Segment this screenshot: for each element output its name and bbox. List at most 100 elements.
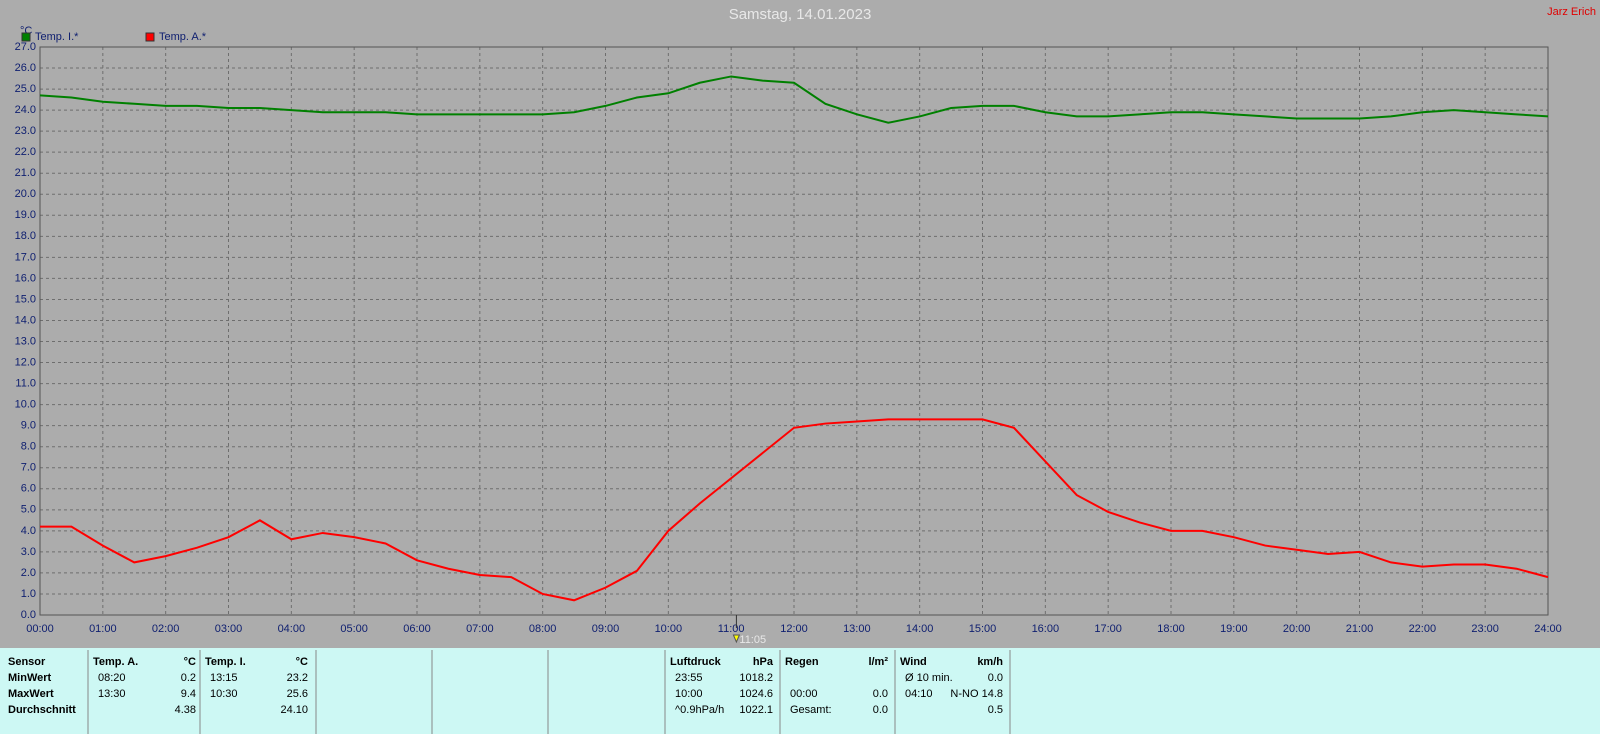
stat-time: ^0.9hPa/h: [675, 704, 724, 716]
series-line: [40, 418, 1549, 602]
x-tick-label: 05:00: [340, 623, 368, 635]
block-name: Wind: [900, 656, 927, 668]
stat-value: N-NO 14.8: [950, 688, 1003, 700]
x-tick-label: 20:00: [1283, 623, 1311, 635]
block-name: Regen: [785, 656, 819, 668]
stat-value: 4.38: [175, 704, 196, 716]
x-tick-label: 06:00: [403, 623, 431, 635]
x-tick-label: 07:00: [466, 623, 494, 635]
y-tick-label: 26.0: [15, 62, 36, 74]
y-tick-label: 24.0: [15, 104, 36, 116]
stat-value: 0.0: [988, 672, 1003, 684]
stat-value: 23.2: [287, 672, 308, 684]
stat-value: 1024.6: [739, 688, 773, 700]
stat-time: Gesamt:: [790, 704, 832, 716]
x-tick-label: 12:00: [780, 623, 808, 635]
y-tick-label: 18.0: [15, 230, 36, 242]
stat-time: 04:10: [905, 688, 933, 700]
legend-label: Temp. I.*: [35, 31, 79, 43]
y-tick-label: 25.0: [15, 83, 36, 95]
x-tick-label: 03:00: [215, 623, 243, 635]
stat-time: 13:15: [210, 672, 238, 684]
y-tick-label: 13.0: [15, 335, 36, 347]
row-label: MaxWert: [8, 688, 54, 700]
block-name: Luftdruck: [670, 656, 722, 668]
stat-value: 0.5: [988, 704, 1003, 716]
x-tick-label: 01:00: [89, 623, 117, 635]
x-tick-label: 15:00: [969, 623, 997, 635]
y-tick-label: 3.0: [21, 546, 36, 558]
stat-value: 0.0: [873, 688, 888, 700]
legend-label: Temp. A.*: [159, 31, 207, 43]
x-tick-label: 24:00: [1534, 623, 1562, 635]
row-label: Durchschnitt: [8, 704, 76, 716]
stats-header: Sensor: [8, 656, 46, 668]
y-tick-label: 20.0: [15, 188, 36, 200]
stat-time: Ø 10 min.: [905, 672, 953, 684]
y-tick-label: 4.0: [21, 525, 36, 537]
block-unit: °C: [184, 656, 196, 668]
stat-time: 10:30: [210, 688, 238, 700]
x-tick-label: 11:00: [718, 623, 745, 635]
x-tick-label: 10:00: [655, 623, 683, 635]
y-tick-label: 12.0: [15, 356, 36, 368]
legend-swatch: [145, 32, 155, 42]
chart-title: Samstag, 14.01.2023: [729, 6, 872, 23]
block-unit: l/m²: [868, 656, 888, 668]
x-tick-label: 19:00: [1220, 623, 1248, 635]
stat-time: 08:20: [98, 672, 126, 684]
y-tick-label: 1.0: [21, 588, 36, 600]
stats-panel: [0, 648, 1600, 734]
x-tick-label: 23:00: [1471, 623, 1499, 635]
stat-value: 0.2: [181, 672, 196, 684]
stat-value: 24.10: [280, 704, 308, 716]
y-tick-label: 10.0: [15, 399, 36, 411]
stat-value: 0.0: [873, 704, 888, 716]
y-tick-label: 17.0: [15, 251, 36, 263]
marker: [732, 634, 741, 644]
stat-time: 10:00: [675, 688, 703, 700]
y-tick-label: 23.0: [15, 125, 36, 137]
x-tick-label: 14:00: [906, 623, 934, 635]
x-tick-label: 21:00: [1346, 623, 1374, 635]
y-tick-label: 14.0: [15, 314, 36, 326]
y-tick-label: 19.0: [15, 209, 36, 221]
stat-value: 1018.2: [739, 672, 773, 684]
y-tick-label: 22.0: [15, 146, 36, 158]
stat-value: 25.6: [287, 688, 308, 700]
x-tick-label: 13:00: [843, 623, 871, 635]
stat-time: 13:30: [98, 688, 126, 700]
plot-frame: [39, 46, 1549, 616]
stat-value: 1022.1: [739, 704, 773, 716]
legend-swatch: [21, 32, 31, 42]
x-tick-label: 04:00: [278, 623, 306, 635]
x-tick-label: 00:00: [26, 623, 54, 635]
x-tick-label: 16:00: [1032, 623, 1060, 635]
stat-time: 00:00: [790, 688, 818, 700]
y-tick-label: 21.0: [15, 167, 36, 179]
y-tick-label: 15.0: [15, 293, 36, 305]
x-tick-label: 02:00: [152, 623, 180, 635]
block-unit: km/h: [977, 656, 1003, 668]
stat-value: 9.4: [181, 688, 196, 700]
x-tick-label: 22:00: [1409, 623, 1437, 635]
author: Jarz Erich: [1547, 6, 1596, 18]
series-line: [39, 75, 1549, 124]
y-tick-label: 2.0: [21, 567, 36, 579]
y-tick-label: 11.0: [15, 377, 36, 389]
block-name: Temp. A.: [93, 656, 138, 668]
block-unit: hPa: [753, 656, 774, 668]
y-tick-label: 7.0: [21, 462, 36, 474]
y-tick-label: 5.0: [21, 504, 36, 516]
x-tick-label: 08:00: [529, 623, 557, 635]
y-tick-label: 16.0: [15, 272, 36, 284]
block-name: Temp. I.: [205, 656, 246, 668]
x-tick-label: 18:00: [1157, 623, 1185, 635]
row-label: MinWert: [8, 672, 52, 684]
y-tick-label: 0.0: [21, 609, 36, 621]
x-tick-label: 09:00: [592, 623, 620, 635]
y-tick-label: 6.0: [21, 483, 36, 495]
block-unit: °C: [296, 656, 308, 668]
y-tick-label: 9.0: [21, 420, 36, 432]
